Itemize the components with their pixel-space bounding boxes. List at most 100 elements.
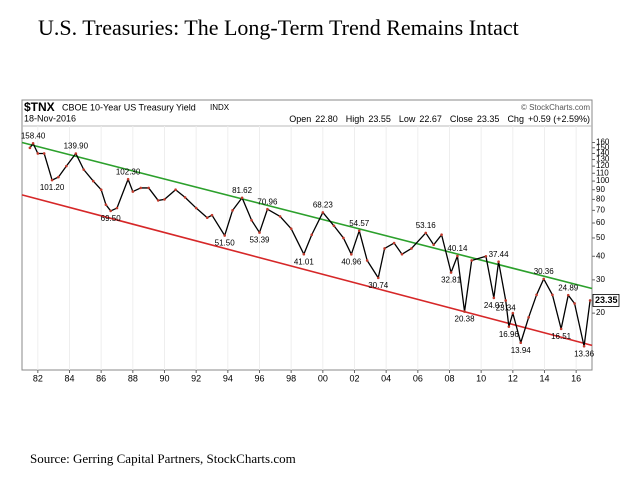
value-label: 16.51 <box>551 332 572 341</box>
price-point <box>99 188 103 192</box>
x-tick-label: 82 <box>33 373 43 383</box>
symbol-name: CBOE 10-Year US Treasury Yield <box>62 102 196 112</box>
quote-value: 22.67 <box>419 114 442 124</box>
price-point <box>400 252 404 256</box>
price-point <box>365 259 369 262</box>
quote-value: 22.80 <box>315 114 338 124</box>
x-tick-label: 94 <box>223 373 233 383</box>
value-label: 23.34 <box>496 304 517 313</box>
close-label: 23.35 <box>595 295 618 305</box>
price-point <box>28 146 32 150</box>
y-tick-label: 50 <box>596 233 605 242</box>
value-label: 30.36 <box>534 267 555 276</box>
x-tick-label: 88 <box>128 373 138 383</box>
y-tick-label: 90 <box>596 185 605 194</box>
value-label: 51.50 <box>215 239 236 248</box>
value-label: 53.39 <box>249 236 270 245</box>
x-tick-label: 16 <box>571 373 581 383</box>
price-point <box>109 209 112 213</box>
value-label: 69.50 <box>101 214 122 223</box>
date: 18-Nov-2016 <box>24 113 76 123</box>
price-point <box>139 186 143 190</box>
price-point <box>519 341 523 345</box>
value-label: 40.96 <box>341 257 362 266</box>
price-point <box>36 152 40 155</box>
quote-value: 23.35 <box>477 114 500 124</box>
value-label: 20.38 <box>455 315 476 324</box>
source: Source: Gerring Capital Partners, StockC… <box>30 451 296 466</box>
value-label: 24.07 <box>484 301 505 310</box>
value-label: 70.96 <box>257 197 278 206</box>
value-label: 53.16 <box>416 221 437 230</box>
chart-title: U.S. Treasuries: The Long-Term Trend Rem… <box>38 15 519 40</box>
x-tick-label: 02 <box>349 373 359 383</box>
y-tick-label: 70 <box>596 205 605 214</box>
value-label: 68.23 <box>313 201 334 210</box>
price-point <box>559 327 563 331</box>
value-label: 30.74 <box>368 281 389 290</box>
x-tick-label: 12 <box>508 373 518 383</box>
price-point <box>289 227 293 230</box>
y-tick-label: 60 <box>596 218 605 227</box>
price-point <box>131 190 135 193</box>
price-point <box>156 199 160 202</box>
price-point <box>535 293 538 297</box>
price-point <box>342 236 345 240</box>
price-point <box>210 213 214 217</box>
price-point <box>91 179 95 183</box>
trend-line <box>21 194 593 347</box>
price-point <box>31 142 35 145</box>
price-point <box>527 316 530 319</box>
y-tick-label: 80 <box>596 195 605 204</box>
price-point <box>42 152 46 155</box>
x-tick-label: 84 <box>64 373 74 383</box>
value-label: 41.01 <box>294 257 315 266</box>
price-point <box>588 299 592 302</box>
price-point <box>57 175 60 179</box>
y-tick-label: 100 <box>596 176 610 185</box>
quote-label: Chg <box>507 114 524 124</box>
price-point <box>174 188 177 192</box>
price-point <box>432 243 435 247</box>
x-tick-label: 92 <box>191 373 201 383</box>
price-point <box>357 229 361 233</box>
price-point <box>302 252 306 256</box>
price-point <box>266 207 269 211</box>
symbol: $TNX <box>24 100 55 114</box>
trend-line <box>21 141 593 290</box>
price-point <box>392 241 396 245</box>
y-tick-label: 140 <box>596 149 610 158</box>
y-tick-label: 110 <box>596 168 609 177</box>
price-point <box>492 296 496 300</box>
value-label: 24.89 <box>558 283 579 292</box>
copyright: © StockCharts.com <box>521 103 590 112</box>
x-tick-label: 00 <box>318 373 328 383</box>
price-point <box>74 152 78 155</box>
price-point <box>194 206 198 210</box>
price-point <box>183 196 187 199</box>
value-label: 16.96 <box>499 330 520 339</box>
price-point <box>484 254 488 258</box>
chart-frame <box>21 99 593 371</box>
x-tick-label: 86 <box>96 373 106 383</box>
price-point <box>350 253 353 256</box>
price-point <box>497 260 500 263</box>
price-point <box>65 164 68 168</box>
price-point <box>383 247 386 250</box>
x-tick-label: 06 <box>413 373 423 383</box>
quote-value: 23.55 <box>368 114 391 124</box>
price-point <box>511 311 515 315</box>
y-tick-label: 130 <box>596 155 610 164</box>
price-point <box>551 293 554 297</box>
price-point <box>566 293 570 297</box>
quote-label: Low <box>399 114 416 124</box>
value-label: 40.14 <box>447 244 468 253</box>
price-point <box>50 178 54 182</box>
x-tick-label: 14 <box>539 373 549 383</box>
price-point <box>205 216 209 220</box>
price-point <box>449 271 453 274</box>
price-point <box>126 177 130 181</box>
price-point <box>258 231 261 234</box>
price-point <box>410 247 413 250</box>
price-point <box>376 276 380 280</box>
